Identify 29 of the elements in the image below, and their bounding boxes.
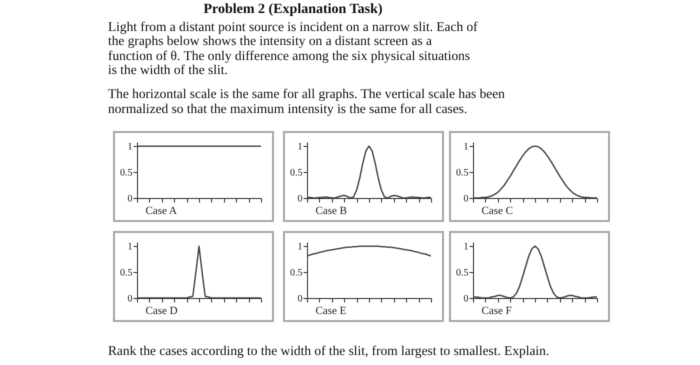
- x-axis-title: Case B: [316, 205, 347, 217]
- x-axis-title: Case D: [146, 305, 178, 317]
- y-tick-label: 0.5: [290, 268, 302, 279]
- y-tick-label: 1: [464, 142, 468, 153]
- line-series: [307, 245, 431, 257]
- y-tick-label: 0: [128, 294, 132, 304]
- text: Light from a distant point source is incident on a narrow slit. Each of the graphs below shows the intensity on a distant screen as a function of θ. The only difference among the six physical situations is the width of the slit.: [108, 18, 478, 78]
- y-tick-label: 1: [128, 142, 132, 153]
- x-axis-title: Case A: [146, 205, 178, 217]
- y-tick-label: 0: [298, 194, 302, 204]
- y-tick-label: 1: [128, 242, 132, 253]
- x-axis-title: Case C: [482, 205, 513, 217]
- x-axis-title: Case E: [316, 305, 347, 317]
- text: The horizontal scale is the same for all graphs. The vertical scale has been normalized so that the maximum intensity is the same for all cases.: [108, 86, 506, 116]
- y-tick-label: 0: [464, 194, 468, 204]
- text: Problem 2 (Explanation Task): [202, 2, 384, 18]
- y-tick-label: 0: [128, 194, 132, 204]
- y-tick-label: 0.5: [120, 168, 132, 179]
- y-tick-label: 0.5: [290, 168, 302, 179]
- y-tick-label: 1: [298, 142, 302, 153]
- y-tick-label: 0.5: [456, 168, 468, 179]
- y-tick-label: 1: [298, 242, 302, 253]
- text: Rank the cases according to the width of the slit, from largest to smallest. Explain.: [108, 343, 550, 359]
- y-tick-label: 1: [464, 242, 468, 253]
- y-tick-label: 0: [298, 294, 302, 304]
- x-axis-title: Case F: [482, 305, 512, 317]
- y-tick-label: 0.5: [456, 268, 468, 279]
- y-tick-label: 0.5: [120, 268, 132, 279]
- y-tick-label: 0: [464, 294, 468, 304]
